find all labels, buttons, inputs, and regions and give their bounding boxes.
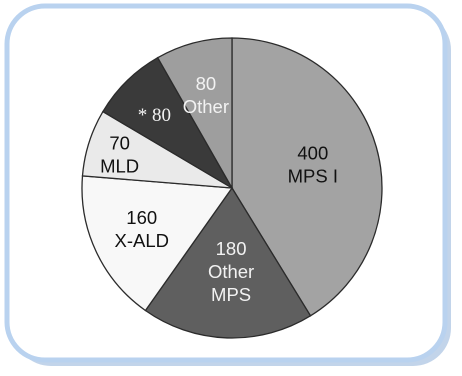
slice-label-line: 400 [297,143,328,164]
slice-label-line: * 80 [138,105,171,126]
slice-label-line: 180 [216,238,247,259]
chart-panel: 400 MPS I 180 Other MPS 160 X-ALD 70 MLD * 80 80 Ot… [4,3,454,369]
slice-label-line: MPS [211,284,251,305]
slice-label-line: 80 [196,73,217,94]
slice-label-line: 160 [126,207,157,228]
slice-label-line: MLD [100,155,139,176]
slice-label-line: X-ALD [114,230,169,251]
slice-label-line: MPS I [288,166,338,187]
slice-label-line: Other [183,96,229,117]
slice-label-line: 70 [109,132,130,153]
slice-label-4: * 80 [138,105,171,126]
slice-label-line: Other [208,261,254,282]
